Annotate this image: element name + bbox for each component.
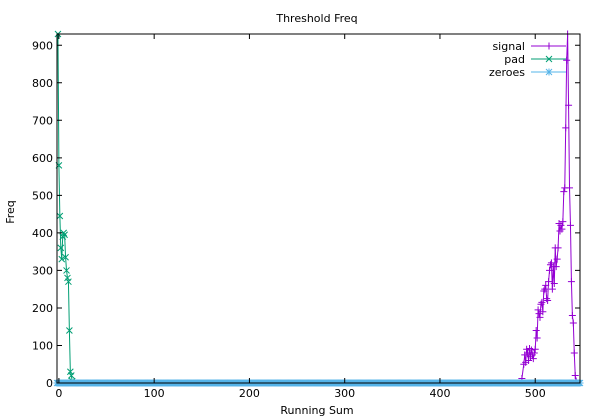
x-tick-label: 300 [334,387,355,400]
data-point-signal [571,371,579,379]
y-tick-label: 900 [32,39,53,52]
data-point-signal [538,298,546,306]
data-point-signal [527,346,535,354]
y-tick-label: 0 [46,377,53,390]
x-tick-label: 500 [525,387,546,400]
data-point-signal [566,184,574,192]
legend-label-pad: pad [504,53,525,66]
data-point-signal [523,345,531,353]
data-point-signal [568,311,576,319]
x-tick-label: 200 [239,387,260,400]
data-point-pad [61,231,68,239]
data-point-signal [547,259,555,267]
data-point-signal [532,326,540,334]
y-tick-label: 500 [32,189,53,202]
x-axis-label: Running Sum [280,404,353,417]
data-point-signal [539,308,547,316]
data-point-signal [554,244,562,252]
series-pad [54,30,76,385]
data-point-signal [548,285,556,293]
plot-frame [56,33,581,384]
data-point-signal [536,313,544,321]
plot-area [53,30,584,387]
data-point-signal [563,56,571,64]
data-point-signal [524,349,532,357]
data-point-signal [566,221,574,229]
series-line-pad [57,33,73,382]
data-point-signal [530,349,538,357]
x-tick-label: 0 [55,387,62,400]
y-tick-label: 300 [32,264,53,277]
data-point-pad [62,253,69,261]
data-point-signal [533,334,541,342]
data-point-signal [557,221,565,229]
x-tick-label: 400 [429,387,450,400]
data-point-signal [558,225,566,233]
data-point-signal [542,281,550,289]
data-point-signal [565,101,573,109]
legend-label-signal: signal [492,40,525,53]
data-point-pad [56,212,64,220]
data-point-pad [58,255,66,263]
legend-entry-zeroes: zeroes [489,66,566,79]
data-point-signal [541,285,549,293]
data-point-signal [543,295,551,303]
data-point-signal [529,355,537,363]
data-point-signal [562,124,570,132]
data-point-signal [560,188,568,196]
legend-marker-pad [545,55,553,63]
data-point-signal [520,360,528,368]
legend-entry-signal: signal [492,40,566,53]
data-point-signal [531,345,539,353]
data-point-signal [525,356,533,364]
data-point-signal [546,266,554,274]
legend-marker-zeroes [545,68,553,76]
legend: signal pad zeroes [489,40,566,79]
data-point-signal [553,255,561,263]
axis-ticks: 0 100 200 300 400 500 0 100 200 300 400 500 600 700 80… [32,34,580,400]
y-axis-label: Freq [4,200,17,224]
legend-entry-pad: pad [504,53,566,66]
data-point-signal [559,218,567,226]
y-tick-label: 600 [32,152,53,165]
data-point-signal [569,319,577,327]
data-point-signal [535,310,543,318]
data-point-signal [545,278,553,286]
data-point-signal [552,263,560,271]
data-point-pad [63,267,70,274]
y-tick-label: 100 [32,339,53,352]
data-point-signal [570,349,578,357]
data-point-signal [550,280,558,288]
series-signal [518,30,580,385]
data-point-pad [67,372,75,379]
data-point-pad [57,244,65,252]
series-line-signal [521,33,577,382]
y-tick-label: 800 [32,77,53,90]
y-tick-label: 400 [32,227,53,240]
legend-marker-signal [545,42,553,50]
data-point-pad [65,278,72,286]
data-point-signal [544,296,552,304]
legend-label-zeroes: zeroes [489,66,525,79]
data-point-signal [567,278,575,286]
y-tick-label: 200 [32,302,53,315]
data-point-pad [66,327,73,334]
data-point-pad [60,229,68,237]
x-tick-label: 100 [144,387,165,400]
data-point-signal [534,306,542,314]
y-tick-label: 700 [32,114,53,127]
chart-title: Threshold Freq [275,12,357,25]
